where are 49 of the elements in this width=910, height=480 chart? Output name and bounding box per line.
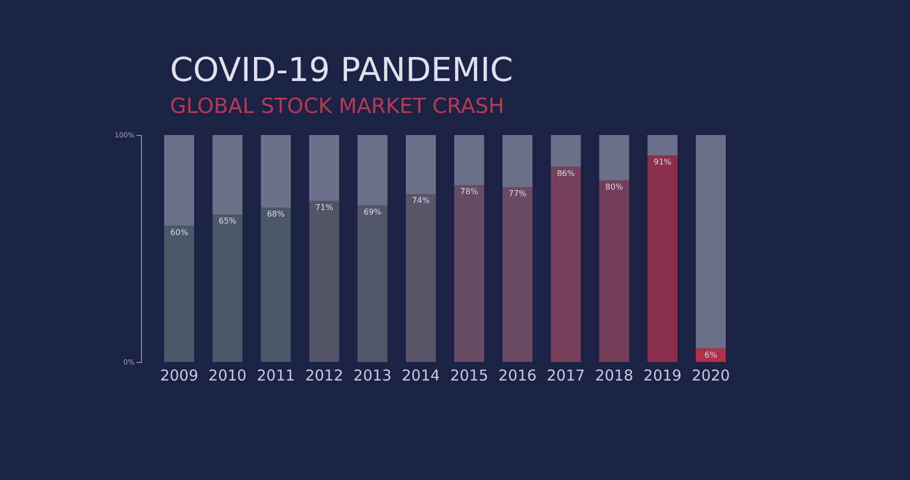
x-tick-label: 2019 xyxy=(643,366,682,384)
bar xyxy=(260,208,291,362)
x-tick-label: 2013 xyxy=(353,366,392,384)
data-label: 71% xyxy=(315,202,334,212)
bar xyxy=(599,180,630,362)
x-tick-label: 2011 xyxy=(256,366,295,384)
bar xyxy=(502,187,532,362)
bar xyxy=(454,184,484,362)
bar xyxy=(648,135,678,156)
bar xyxy=(406,194,436,362)
data-label: 68% xyxy=(266,210,286,219)
x-tick-label: 2020 xyxy=(692,366,730,384)
x-tick-label: 2012 xyxy=(305,366,344,384)
bar xyxy=(164,226,194,362)
bar xyxy=(502,135,532,188)
bar xyxy=(358,135,388,206)
x-tick-label: 2015 xyxy=(450,366,488,384)
bar xyxy=(358,205,388,362)
data-label: 91% xyxy=(654,157,672,166)
x-tick-label: 2018 xyxy=(595,366,634,384)
bar xyxy=(212,135,242,214)
data-label: 74% xyxy=(412,196,430,206)
bar xyxy=(550,135,581,167)
bar xyxy=(454,135,484,185)
x-tick-label: 2014 xyxy=(402,366,440,384)
bar xyxy=(550,166,581,362)
bar xyxy=(648,155,678,362)
data-label: 80% xyxy=(605,182,624,192)
data-label: 78% xyxy=(460,186,478,196)
bar xyxy=(309,200,340,362)
x-tick-label: 2010 xyxy=(208,366,247,384)
data-label: 60% xyxy=(170,228,188,237)
data-label: 6% xyxy=(704,350,718,360)
bar xyxy=(599,135,630,180)
data-label: 65% xyxy=(218,216,237,226)
chart-title: COVID-19 PANDEMIC xyxy=(170,50,514,89)
x-tick-label: 2017 xyxy=(546,366,585,384)
x-tick-label: 2016 xyxy=(498,366,537,384)
bar xyxy=(309,135,340,201)
bar xyxy=(696,135,726,348)
bar xyxy=(406,135,436,194)
chart-subtitle: GLOBAL STOCK MARKET CRASH xyxy=(170,94,504,118)
x-tick-label: 2009 xyxy=(160,366,198,384)
bar xyxy=(212,214,242,362)
data-label: 86% xyxy=(556,168,576,178)
bar xyxy=(260,135,291,208)
bar xyxy=(164,135,194,226)
data-label: 69% xyxy=(364,207,382,216)
data-label: 77% xyxy=(508,189,527,198)
